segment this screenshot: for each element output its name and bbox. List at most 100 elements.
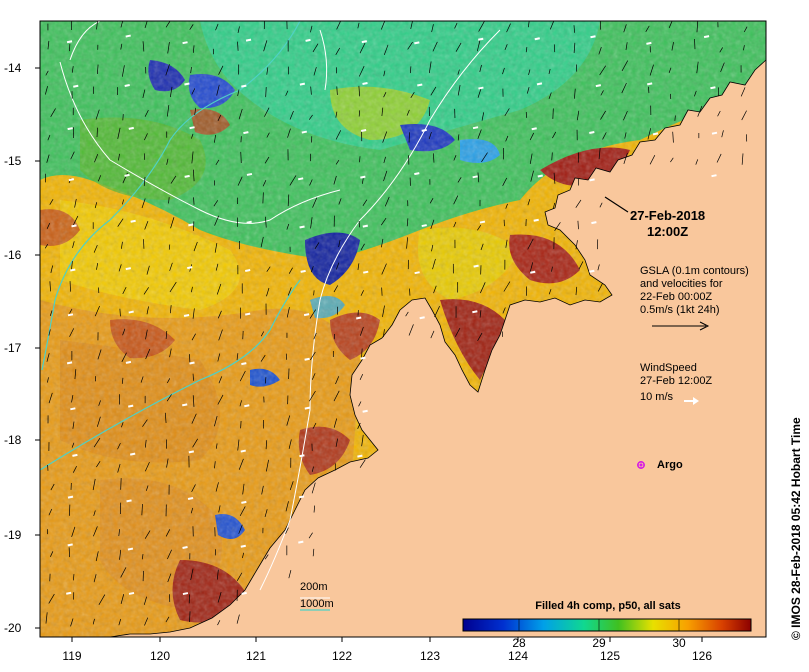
wind-arrow — [362, 224, 369, 228]
depth-legend-1000m: 1000m — [300, 598, 334, 610]
current-arrow — [190, 568, 194, 581]
current-arrow — [265, 87, 267, 98]
y-tick-label: -15 — [4, 154, 22, 168]
wind-scale-arrow — [684, 397, 699, 405]
wind-arrow — [187, 497, 194, 500]
wind-arrow — [591, 221, 597, 225]
current-arrow — [621, 60, 629, 72]
current-arrow — [381, 263, 387, 275]
current-arrow — [362, 199, 368, 207]
current-arrow — [361, 348, 363, 358]
wind-arrow — [183, 313, 190, 317]
current-arrow — [457, 134, 460, 141]
current-arrow — [431, 244, 434, 252]
current-arrow — [457, 69, 460, 75]
current-arrow — [50, 108, 56, 117]
current-arrow — [191, 88, 196, 95]
wind-arrow — [182, 41, 188, 45]
current-arrow — [717, 110, 721, 117]
wind-arrow — [711, 131, 718, 135]
current-arrow — [261, 485, 264, 495]
current-arrow — [192, 45, 195, 53]
wind-arrow — [70, 268, 76, 272]
current-arrow — [120, 21, 123, 28]
current-arrow — [218, 376, 223, 384]
current-arrow — [193, 197, 195, 205]
current-arrow — [549, 21, 555, 30]
current-arrow — [95, 551, 99, 562]
current-arrow — [623, 152, 628, 165]
current-arrow — [527, 238, 534, 250]
current-arrow — [166, 158, 169, 165]
current-arrow — [338, 239, 341, 248]
current-arrow — [71, 526, 76, 538]
current-arrow — [191, 333, 196, 341]
current-arrow — [169, 281, 177, 293]
y-tick-label: -14 — [4, 61, 22, 75]
current-arrow — [310, 86, 312, 95]
current-arrow — [165, 64, 170, 76]
current-arrow — [93, 510, 96, 516]
wind-arrow — [68, 178, 75, 182]
wind-arrow — [67, 543, 73, 547]
colorbar-tick-label: 29 — [592, 636, 606, 650]
current-arrow — [696, 61, 699, 74]
x-tick-label: 122 — [332, 649, 352, 663]
current-arrow — [69, 328, 75, 337]
current-arrow — [357, 422, 361, 429]
current-arrow — [553, 172, 556, 184]
current-arrow — [406, 237, 408, 249]
wind-arrow — [245, 38, 252, 42]
current-arrow — [381, 238, 384, 248]
wind-arrow — [361, 40, 368, 44]
wind-arrow — [187, 266, 193, 270]
current-arrow — [288, 570, 292, 579]
current-arrow — [167, 573, 172, 583]
current-arrow — [380, 21, 386, 30]
current-arrow — [312, 197, 318, 208]
gsla-contour — [69, 21, 101, 61]
current-arrow — [358, 85, 361, 97]
current-arrow — [144, 220, 149, 230]
current-arrow — [695, 159, 699, 165]
current-arrow — [192, 395, 195, 407]
wind-arrow — [188, 223, 194, 227]
current-arrow — [674, 115, 676, 121]
wind-arrow — [240, 544, 246, 548]
current-arrow — [453, 195, 459, 205]
current-arrow — [625, 42, 628, 51]
current-arrow — [430, 330, 435, 339]
current-arrow — [144, 530, 151, 539]
current-arrow — [577, 220, 579, 230]
current-arrow — [310, 217, 313, 229]
current-arrow — [479, 64, 482, 73]
wind-arrow — [595, 84, 602, 88]
current-arrow — [312, 43, 319, 53]
current-arrow — [430, 86, 437, 96]
current-arrow — [45, 612, 48, 624]
wind-arrow — [128, 126, 134, 130]
current-arrow — [527, 199, 531, 206]
current-arrow — [333, 418, 338, 428]
wind-arrow — [472, 310, 478, 314]
wind-arrow — [125, 267, 132, 271]
current-arrow — [192, 438, 198, 448]
current-arrow — [191, 286, 193, 293]
current-arrow — [477, 88, 482, 98]
y-tick-label: -19 — [4, 528, 22, 542]
wind-arrow — [124, 173, 130, 177]
current-arrow — [97, 349, 102, 360]
wind-arrow — [646, 41, 652, 45]
current-arrow — [141, 198, 146, 209]
current-arrow — [502, 177, 508, 186]
gsla-legend: GSLA (0.1m contours) and velocities for … — [640, 265, 749, 317]
current-arrow — [313, 505, 316, 513]
current-arrow — [313, 332, 317, 340]
date-stamp: 27-Feb-2018 12:00Z — [630, 208, 705, 240]
wind-arrow — [360, 175, 366, 179]
current-arrow — [215, 23, 219, 31]
current-arrow — [381, 107, 384, 117]
current-arrow — [260, 331, 265, 337]
current-arrow — [548, 68, 551, 75]
